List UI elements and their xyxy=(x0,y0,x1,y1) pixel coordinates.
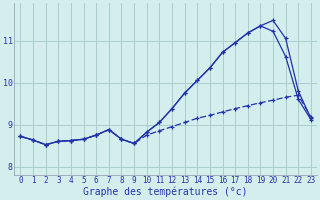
X-axis label: Graphe des températures (°c): Graphe des températures (°c) xyxy=(84,187,248,197)
